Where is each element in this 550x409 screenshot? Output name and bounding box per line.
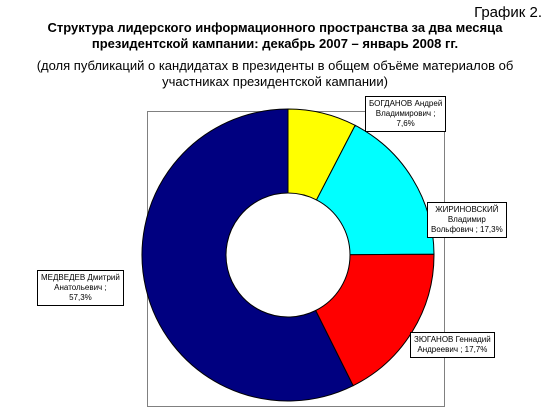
slice-label-line: Владимирович ; bbox=[375, 109, 436, 118]
chart-subtitle-line-1: (доля публикаций о кандидатах в президен… bbox=[36, 58, 514, 73]
slice-label-line: Владимир bbox=[447, 215, 486, 224]
chart-title-line-1: Структура лидерского информационного про… bbox=[47, 20, 503, 35]
chart-subtitle-line-2: участниках президентской кампании) bbox=[162, 74, 388, 89]
slice-label-line: Вольфович ; 17,3% bbox=[431, 225, 503, 234]
slice-label-line: БОГДАНОВ Андрей bbox=[369, 99, 443, 108]
slice-label-line: МЕДВЕДЕВ Дмитрий bbox=[41, 273, 120, 282]
slice-label-line: ЗЮГАНОВ Геннадий bbox=[414, 335, 491, 344]
figure-number: График 2. bbox=[474, 4, 542, 21]
chart-subtitle: (доля публикаций о кандидатах в президен… bbox=[0, 58, 550, 90]
chart-title-line-2: президентской кампании: декабрь 2007 – я… bbox=[91, 36, 459, 51]
slice-zhirinovsky bbox=[315, 124, 435, 256]
slice-label-medvedev: МЕДВЕДЕВ Дмитрий Анатольевич ; 57,3% bbox=[37, 270, 124, 306]
chart-title: Структура лидерского информационного про… bbox=[0, 20, 550, 52]
slice-label-line: 57,3% bbox=[69, 293, 92, 302]
slice-zyuganov bbox=[314, 253, 435, 387]
slice-label-zhirinovsky: ЖИРИНОВСКИЙ Владимир Вольфович ; 17,3% bbox=[427, 202, 507, 238]
slice-label-line: Андреевич ; 17,7% bbox=[417, 345, 488, 354]
slice-label-bogdanov: БОГДАНОВ Андрей Владимирович ; 7,6% bbox=[365, 96, 447, 132]
slice-label-line: Анатольевич ; bbox=[54, 283, 107, 292]
slice-label-zyuganov: ЗЮГАНОВ Геннадий Андреевич ; 17,7% bbox=[410, 332, 495, 358]
slice-medvedev bbox=[141, 108, 354, 402]
slice-label-line: 7,6% bbox=[396, 119, 415, 128]
slice-label-line: ЖИРИНОВСКИЙ bbox=[435, 205, 499, 214]
